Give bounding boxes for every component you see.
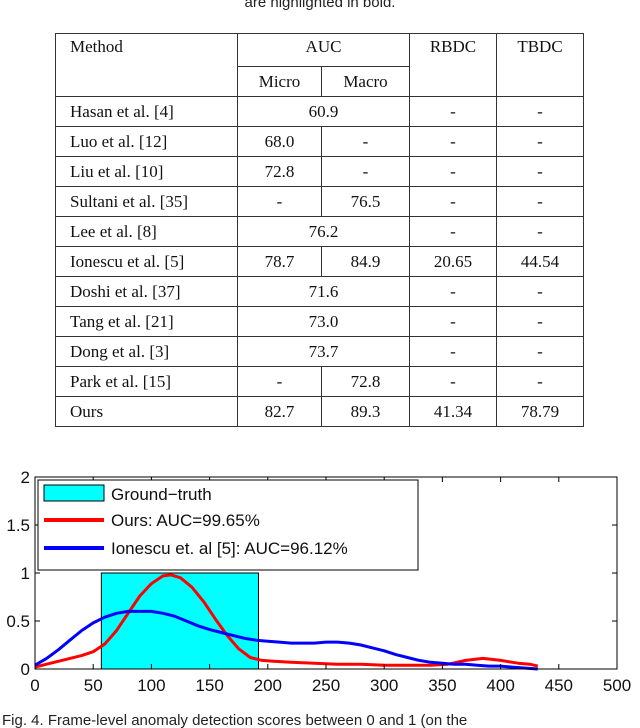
y-tick-label: 0.5 — [6, 612, 30, 631]
legend-swatch-ground-truth — [43, 484, 105, 502]
method-cell: Tang et al. [21] — [55, 306, 238, 337]
legend-label-series-0: Ours: AUC=99.65% — [111, 511, 260, 530]
rbdc-cell: - — [409, 366, 497, 397]
micro-cell: - — [237, 366, 322, 397]
auc-cell: 71.6 — [237, 276, 410, 307]
table-row: Ionescu et al. [5] 78.7 84.9 20.65 44.54 — [55, 246, 584, 277]
method-cell: Ionescu et al. [5] — [55, 246, 238, 277]
tbdc-cell: - — [496, 306, 584, 337]
tbdc-cell: - — [496, 126, 584, 157]
auc-cell: 60.9 — [237, 96, 410, 127]
method-cell: Luo et al. [12] — [55, 126, 238, 157]
table-row-ours: Ours 82.7 89.3 41.34 78.79 — [55, 396, 584, 427]
figure-caption-top: are highlighted in bold. — [244, 0, 396, 11]
x-tick-label: 350 — [428, 676, 456, 695]
macro-cell: - — [321, 126, 410, 157]
method-cell: Lee et al. [8] — [55, 216, 238, 247]
y-tick-label: 0 — [21, 660, 30, 679]
macro-cell: 84.9 — [321, 246, 410, 277]
method-cell: Park et al. [15] — [55, 366, 238, 397]
micro-cell: 82.7 — [237, 396, 322, 427]
header-rbdc: RBDC — [409, 33, 497, 97]
rbdc-cell: 41.34 — [409, 396, 497, 427]
table-row: Doshi et al. [37] 71.6 - - — [55, 276, 584, 307]
tbdc-cell: - — [496, 96, 584, 127]
table-row: Dong et al. [3] 73.7 - - — [55, 336, 584, 367]
auc-cell: 73.0 — [237, 306, 410, 337]
rbdc-cell: - — [409, 186, 497, 217]
x-tick-label: 50 — [84, 676, 103, 695]
rbdc-cell: - — [409, 276, 497, 307]
method-cell: Doshi et al. [37] — [55, 276, 238, 307]
rbdc-cell: 20.65 — [409, 246, 497, 277]
legend-label-ground-truth: Ground−truth — [111, 485, 212, 504]
tbdc-cell: - — [496, 216, 584, 247]
table-row: Tang et al. [21] 73.0 - - — [55, 306, 584, 337]
macro-cell: 72.8 — [321, 366, 410, 397]
x-tick-label: 400 — [486, 676, 514, 695]
figure-caption-bottom: Fig. 4. Frame-level anomaly detection sc… — [2, 712, 468, 728]
method-cell: Liu et al. [10] — [55, 156, 238, 187]
x-tick-label: 300 — [370, 676, 398, 695]
macro-cell: 76.5 — [321, 186, 410, 217]
header-method: Method — [55, 33, 238, 97]
micro-cell: 68.0 — [237, 126, 322, 157]
x-tick-label: 150 — [195, 676, 223, 695]
rbdc-cell: - — [409, 96, 497, 127]
macro-cell: 89.3 — [321, 396, 410, 427]
macro-cell: - — [321, 156, 410, 187]
method-cell: Dong et al. [3] — [55, 336, 238, 367]
results-table: Method AUC RBDC TBDC Micro Macro Hasan e… — [55, 33, 584, 427]
micro-cell: 72.8 — [237, 156, 322, 187]
x-tick-label: 500 — [603, 676, 631, 695]
tbdc-cell: - — [496, 276, 584, 307]
x-tick-label: 100 — [137, 676, 165, 695]
table-row: Liu et al. [10] 72.8 - - - — [55, 156, 584, 187]
rbdc-cell: - — [409, 216, 497, 247]
table-row: Luo et al. [12] 68.0 - - - — [55, 126, 584, 157]
tbdc-cell: - — [496, 336, 584, 367]
method-cell: Ours — [55, 396, 238, 427]
rbdc-cell: - — [409, 336, 497, 367]
header-micro: Micro — [237, 66, 322, 97]
series-line-1 — [34, 609, 538, 671]
rbdc-cell: - — [409, 306, 497, 337]
x-tick-label: 200 — [254, 676, 282, 695]
y-tick-label: 1 — [21, 564, 30, 583]
method-cell: Sultani et al. [35] — [55, 186, 238, 217]
micro-cell: - — [237, 186, 322, 217]
tbdc-cell: 78.79 — [496, 396, 584, 427]
tbdc-cell: - — [496, 156, 584, 187]
y-tick-label: 2 — [21, 468, 30, 487]
auc-cell: 76.2 — [237, 216, 410, 247]
auc-cell: 73.7 — [237, 336, 410, 367]
y-tick-label: 1.5 — [6, 516, 30, 535]
legend-label-series-1: Ionescu et. al [5]: AUC=96.12% — [111, 539, 348, 558]
rbdc-cell: - — [409, 156, 497, 187]
anomaly-score-chart: 0 50 100 150 200 250 300 350 400 450 500 0 0.5 1 1.5 2 G… — [6, 468, 631, 695]
tbdc-cell: - — [496, 186, 584, 217]
tbdc-cell: 44.54 — [496, 246, 584, 277]
table-row: Hasan et al. [4] 60.9 - - — [55, 96, 584, 127]
x-tick-label: 0 — [30, 676, 39, 695]
micro-cell: 78.7 — [237, 246, 322, 277]
ground-truth-region — [100, 572, 259, 670]
x-tick-label: 250 — [312, 676, 340, 695]
table-row: Lee et al. [8] 76.2 - - — [55, 216, 584, 247]
tbdc-cell: - — [496, 366, 584, 397]
x-tick-label: 450 — [545, 676, 573, 695]
header-auc: AUC — [237, 33, 410, 67]
table-row: Park et al. [15] - 72.8 - - — [55, 366, 584, 397]
rbdc-cell: - — [409, 126, 497, 157]
table-row: Sultani et al. [35] - 76.5 - - — [55, 186, 584, 217]
header-tbdc: TBDC — [496, 33, 584, 97]
method-cell: Hasan et al. [4] — [55, 96, 238, 127]
header-macro: Macro — [321, 66, 410, 97]
